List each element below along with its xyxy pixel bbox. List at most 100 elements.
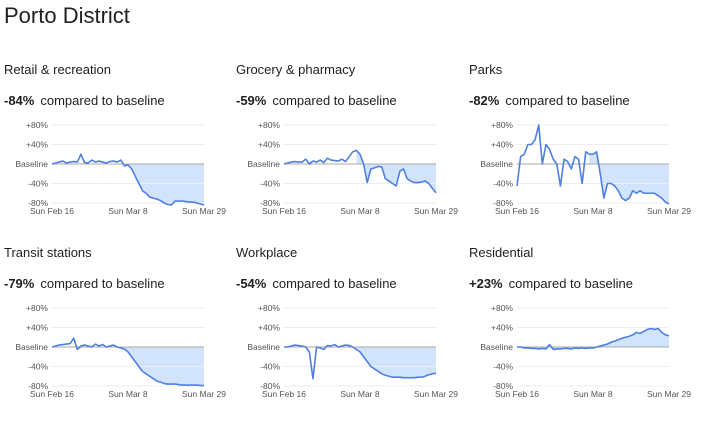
data-point (661, 331, 663, 333)
data-point (581, 182, 583, 184)
data-point (138, 182, 140, 184)
data-point (141, 190, 143, 192)
data-point (105, 346, 107, 348)
data-point (548, 148, 550, 150)
data-point (664, 334, 666, 336)
data-point (413, 377, 415, 379)
data-point (606, 343, 608, 345)
y-tick-label: -40% (260, 179, 280, 189)
data-point (377, 165, 379, 167)
data-point (402, 377, 404, 379)
page-title: Porto District (4, 3, 130, 28)
data-point (409, 180, 411, 182)
data-point (330, 345, 332, 347)
data-point (69, 342, 71, 344)
x-tick-label: Sun Feb 16 (262, 389, 306, 399)
data-point (163, 202, 165, 204)
data-point (402, 168, 404, 170)
data-point (628, 335, 630, 337)
x-tick-label: Sun Mar 29 (414, 389, 458, 399)
data-point (196, 202, 198, 204)
data-point (559, 185, 561, 187)
data-point (152, 377, 154, 379)
data-point (391, 376, 393, 378)
data-point (541, 347, 543, 349)
data-point (134, 175, 136, 177)
data-point (145, 192, 147, 194)
data-point (664, 201, 666, 203)
y-tick-label: -80% (493, 198, 513, 208)
change-summary: -84% compared to baseline (4, 93, 165, 108)
data-point (632, 334, 634, 336)
data-point (388, 180, 390, 182)
data-point (628, 197, 630, 199)
y-tick-label: Baseline (247, 342, 280, 352)
data-point (73, 160, 75, 162)
data-point (188, 201, 190, 203)
data-point (621, 197, 623, 199)
y-tick-label: -80% (28, 198, 48, 208)
data-point (370, 168, 372, 170)
data-point (145, 373, 147, 375)
data-point (159, 381, 161, 383)
data-point (101, 161, 103, 163)
data-point (595, 151, 597, 153)
series-line (516, 124, 670, 205)
data-point (51, 163, 53, 165)
data-point (642, 192, 644, 194)
data-point (574, 155, 576, 157)
change-summary: -79% compared to baseline (4, 276, 165, 291)
x-tick-label: Sun Mar 8 (573, 206, 612, 216)
data-point (94, 161, 96, 163)
data-point (570, 168, 572, 170)
line-chart: +80% +40% Baseline -40% -80%Sun Feb 16 Sun Ma… (15, 120, 226, 216)
data-point (399, 170, 401, 172)
data-point (80, 345, 82, 347)
data-point (556, 163, 558, 165)
x-tick-label: Sun Mar 8 (340, 389, 379, 399)
data-point (377, 370, 379, 372)
chart-title: Parks (469, 62, 503, 77)
data-point (308, 163, 310, 165)
data-point (624, 199, 626, 201)
data-point (308, 351, 310, 353)
data-point (286, 162, 288, 164)
data-point (519, 155, 521, 157)
change-summary: +23% compared to baseline (469, 276, 633, 291)
y-tick-label: +80% (26, 303, 48, 313)
data-point (87, 162, 89, 164)
data-point (305, 346, 307, 348)
y-tick-label: +80% (491, 120, 513, 130)
data-point (391, 182, 393, 184)
y-tick-label: +80% (26, 120, 48, 130)
change-value: -82% (469, 93, 500, 108)
data-point (167, 383, 169, 385)
data-point (91, 346, 93, 348)
data-point (344, 344, 346, 346)
data-point (545, 143, 547, 145)
data-point (384, 177, 386, 179)
data-point (123, 165, 125, 167)
data-point (646, 328, 648, 330)
shaded-area (517, 328, 669, 350)
x-tick-label: Sun Feb 16 (262, 206, 306, 216)
data-point (58, 344, 60, 346)
data-point (156, 380, 158, 382)
data-point (530, 347, 532, 349)
x-tick-label: Sun Mar 8 (108, 206, 147, 216)
data-point (152, 197, 154, 199)
data-point (588, 347, 590, 349)
x-tick-label: Sun Mar 29 (182, 206, 226, 216)
data-point (69, 161, 71, 163)
data-point (585, 151, 587, 153)
change-text: compared to baseline (40, 276, 165, 291)
data-point (352, 346, 354, 348)
series-line (51, 337, 204, 387)
data-point (305, 158, 307, 160)
data-point (76, 348, 78, 350)
data-point (87, 345, 89, 347)
change-text: compared to baseline (508, 276, 633, 291)
data-point (192, 384, 194, 386)
data-point (424, 180, 426, 182)
data-point (603, 197, 605, 199)
